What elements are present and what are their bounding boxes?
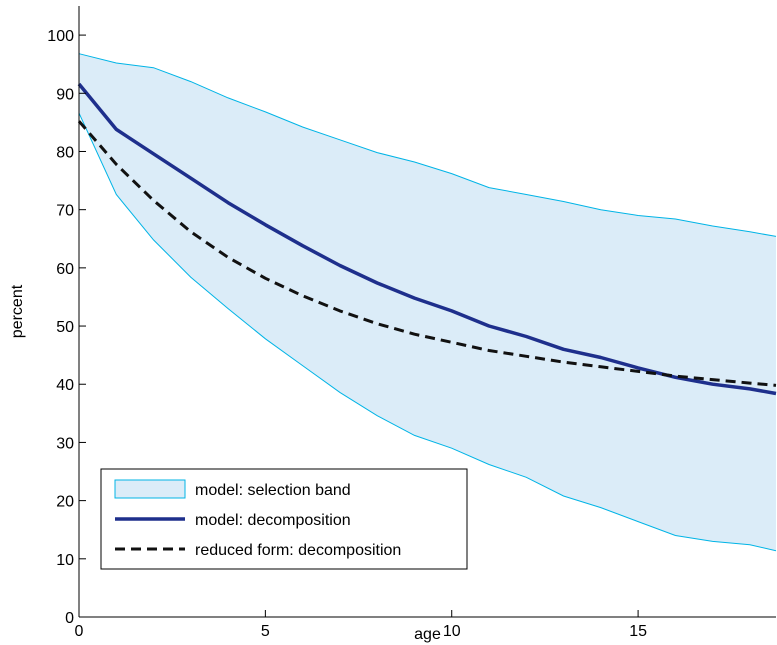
y-tick-label: 60 — [56, 261, 74, 278]
y-tick-label: 70 — [56, 203, 74, 220]
x-tick-label: 15 — [629, 623, 647, 640]
y-tick-label: 20 — [56, 494, 74, 511]
legend-entry-label: model: decomposition — [195, 512, 351, 529]
y-tick-label: 30 — [56, 435, 74, 452]
y-tick-label: 80 — [56, 144, 74, 161]
x-tick-label: 5 — [261, 623, 270, 640]
x-axis-label: age — [414, 626, 441, 643]
axes: 0 10 20 30 40 50 60 70 80 90 100 0 5 10 15 — [47, 6, 776, 640]
x-tick-label: 10 — [443, 623, 461, 640]
y-tick-label: 90 — [56, 86, 74, 103]
selection-band-lower-edge — [78, 112, 777, 552]
y-axis-label: percent — [9, 284, 26, 338]
y-tick-label: 50 — [56, 319, 74, 336]
y-tick-label: 10 — [56, 552, 74, 569]
legend: model: selection band model: decompositio… — [100, 468, 468, 570]
legend-swatch-band — [114, 479, 186, 499]
plot-area — [77, 53, 777, 552]
y-tick-label: 100 — [47, 28, 74, 45]
legend-entry-label: reduced form: decomposition — [195, 542, 401, 559]
x-tick-label: 0 — [75, 623, 84, 640]
series-line-reduced-form-decomposition — [77, 120, 777, 387]
y-tick-label: 0 — [65, 610, 74, 627]
y-tick-label: 40 — [56, 377, 74, 394]
selection-band-upper-edge — [78, 53, 777, 237]
legend-entry-label: model: selection band — [195, 482, 351, 499]
